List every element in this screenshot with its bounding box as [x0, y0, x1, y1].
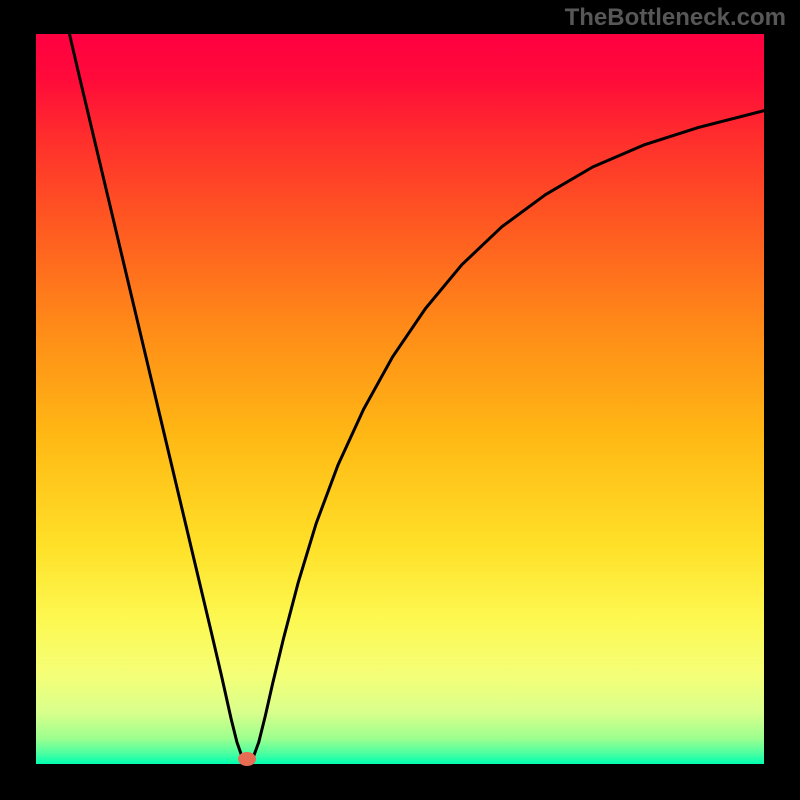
watermark-text: TheBottleneck.com: [565, 4, 786, 32]
stage: TheBottleneck.com: [0, 0, 800, 800]
bottleneck-curve: [69, 34, 764, 763]
curve-svg: [36, 34, 764, 764]
plot-area: [36, 34, 764, 764]
minimum-marker: [238, 752, 256, 766]
